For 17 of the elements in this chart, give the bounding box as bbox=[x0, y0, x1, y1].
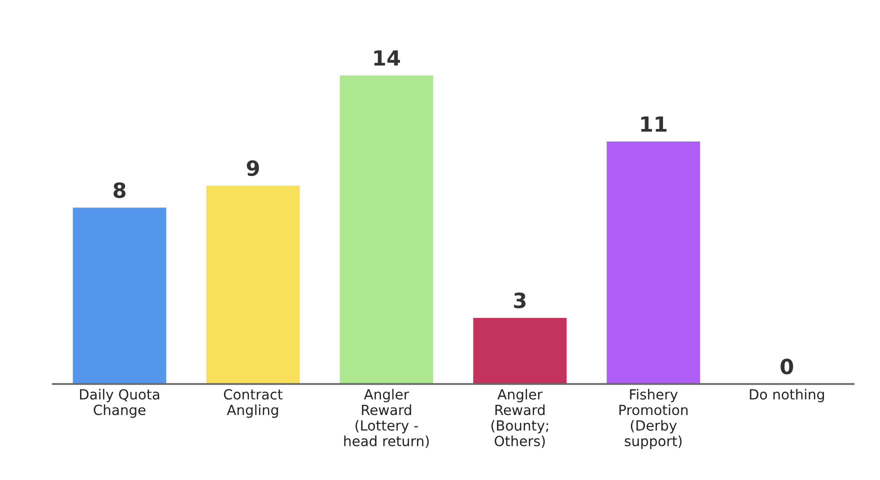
data-label: 0 bbox=[780, 358, 794, 374]
data-label: 8 bbox=[114, 182, 126, 198]
data-label: 11 bbox=[641, 116, 666, 132]
x-tick-label: Fishery Promotion (Derby support) bbox=[619, 388, 688, 449]
data-label: 3 bbox=[514, 292, 526, 308]
data-label: 9 bbox=[246, 160, 259, 176]
x-tick-label: Daily Quota Change bbox=[80, 388, 160, 418]
x-tick-label: Contract Angling bbox=[224, 389, 283, 418]
bar bbox=[206, 186, 300, 384]
x-tick-label: Angler Reward (Lottery - head return) bbox=[344, 388, 429, 448]
bar bbox=[72, 208, 166, 384]
bar bbox=[473, 318, 567, 384]
x-tick-label: Do nothing bbox=[750, 388, 824, 402]
bar bbox=[340, 75, 434, 384]
x-tick-label: Angler Reward (Bounty; Others) bbox=[491, 388, 548, 448]
bar bbox=[606, 142, 700, 384]
data-label: 14 bbox=[374, 50, 400, 66]
